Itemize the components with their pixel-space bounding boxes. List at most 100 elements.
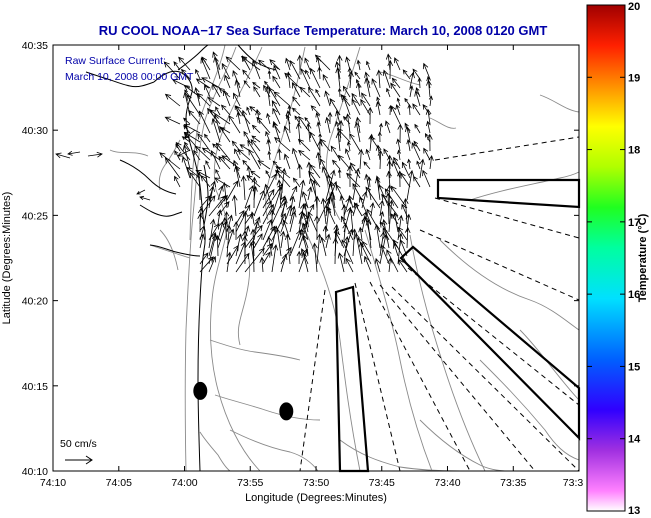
current-arrow: [253, 189, 265, 217]
current-arrow: [314, 215, 320, 241]
current-arrow: [296, 250, 302, 265]
current-arrow: [337, 168, 342, 179]
current-arrow: [409, 85, 414, 98]
x-tick-label: 73:3: [563, 477, 584, 489]
inset-line-2: March 10, 2008 00:00 GMT: [65, 71, 194, 83]
current-arrow: [189, 171, 201, 188]
current-arrow: [242, 210, 249, 233]
current-arrow: [208, 233, 218, 265]
current-arrow: [382, 69, 391, 89]
current-arrow: [309, 164, 321, 179]
current-arrow: [222, 89, 231, 107]
current-arrow: [195, 68, 201, 80]
current-arrow: [280, 204, 292, 233]
current-arrow: [208, 195, 226, 217]
current-arrow: [335, 110, 341, 125]
current-arrow: [302, 202, 309, 225]
current-arrow: [392, 160, 401, 179]
current-arrow: [214, 177, 231, 188]
current-arrow: [235, 204, 251, 233]
contour-line: [149, 244, 191, 259]
current-arrow: [350, 162, 361, 179]
current-arrow: [184, 129, 196, 139]
current-arrow: [199, 256, 214, 273]
current-arrow: [253, 220, 260, 241]
current-arrow: [233, 165, 241, 188]
current-arrow: [353, 202, 363, 217]
current-arrow: [193, 149, 201, 161]
current-arrow: [320, 197, 327, 225]
current-arrow: [204, 84, 211, 98]
site-marker: [279, 402, 294, 421]
current-arrow: [363, 161, 371, 170]
current-arrow: [388, 199, 395, 233]
current-arrow: [212, 143, 221, 152]
current-arrow: [181, 136, 191, 143]
current-arrow: [280, 167, 287, 201]
current-arrow: [266, 235, 273, 257]
current-arrow: [279, 230, 286, 249]
current-arrow: [354, 232, 363, 265]
current-arrow: [246, 174, 261, 188]
current-arrow: [378, 199, 385, 217]
current-arrow: [312, 242, 318, 273]
contour-line: [409, 234, 486, 472]
current-arrow: [197, 212, 204, 233]
current-arrow: [253, 233, 263, 249]
current-arrow: [354, 71, 361, 80]
current-arrow: [283, 125, 291, 143]
current-arrow: [234, 148, 241, 161]
current-arrow: [199, 195, 216, 217]
contour-line: [469, 171, 580, 201]
current-arrow: [199, 233, 205, 249]
current-arrow: [217, 221, 225, 241]
current-arrow: [212, 51, 221, 71]
contour-line: [209, 339, 301, 361]
current-arrow: [298, 248, 309, 273]
contour-line: [159, 229, 179, 271]
current-arrow: [301, 222, 309, 241]
current-arrow: [295, 122, 302, 143]
bathymetry-contours: [109, 44, 580, 472]
current-arrow: [256, 116, 271, 134]
current-arrow: [289, 59, 301, 80]
current-arrow: [298, 149, 311, 161]
current-arrow: [233, 221, 239, 241]
current-arrow: [335, 66, 341, 89]
current-arrow: [243, 130, 251, 143]
current-arrow: [175, 141, 191, 161]
current-arrow: [277, 148, 282, 161]
current-arrow: [296, 54, 303, 71]
current-arrow: [424, 132, 431, 143]
current-arrow: [414, 123, 421, 134]
current-arrow: [348, 70, 354, 89]
current-arrow: [221, 155, 241, 170]
contour-line: [214, 394, 321, 421]
colorbar-tick-label: 18: [628, 145, 640, 157]
current-arrow: [317, 66, 322, 80]
x-axis-ticks: 74:10 74:05 74:00 73:55 73:50 73:45 73:40 73:35…: [40, 45, 584, 489]
current-arrow: [285, 110, 292, 134]
beam-line: [434, 197, 580, 239]
current-arrow: [248, 148, 261, 170]
current-arrow: [379, 221, 399, 249]
current-arrow: [215, 142, 231, 161]
coastline-sandy-hook: [203, 164, 209, 226]
current-arrow: [250, 170, 261, 179]
contour-line: [539, 94, 580, 113]
current-arrow: [341, 204, 348, 225]
current-arrow: [184, 141, 191, 152]
current-arrow: [386, 87, 391, 98]
current-arrow: [386, 170, 392, 188]
y-tick-label: 40:25: [22, 210, 48, 222]
current-arrow: [194, 145, 211, 161]
current-arrow: [251, 124, 261, 134]
current-arrow: [207, 97, 221, 107]
site-marker: [193, 381, 208, 400]
current-arrow: [316, 233, 323, 265]
current-arrow: [284, 72, 301, 89]
current-arrow: [249, 106, 261, 116]
colorbar-label: Temperature (°C): [637, 213, 649, 302]
current-arrow: [251, 135, 261, 143]
beam-line: [299, 289, 326, 472]
